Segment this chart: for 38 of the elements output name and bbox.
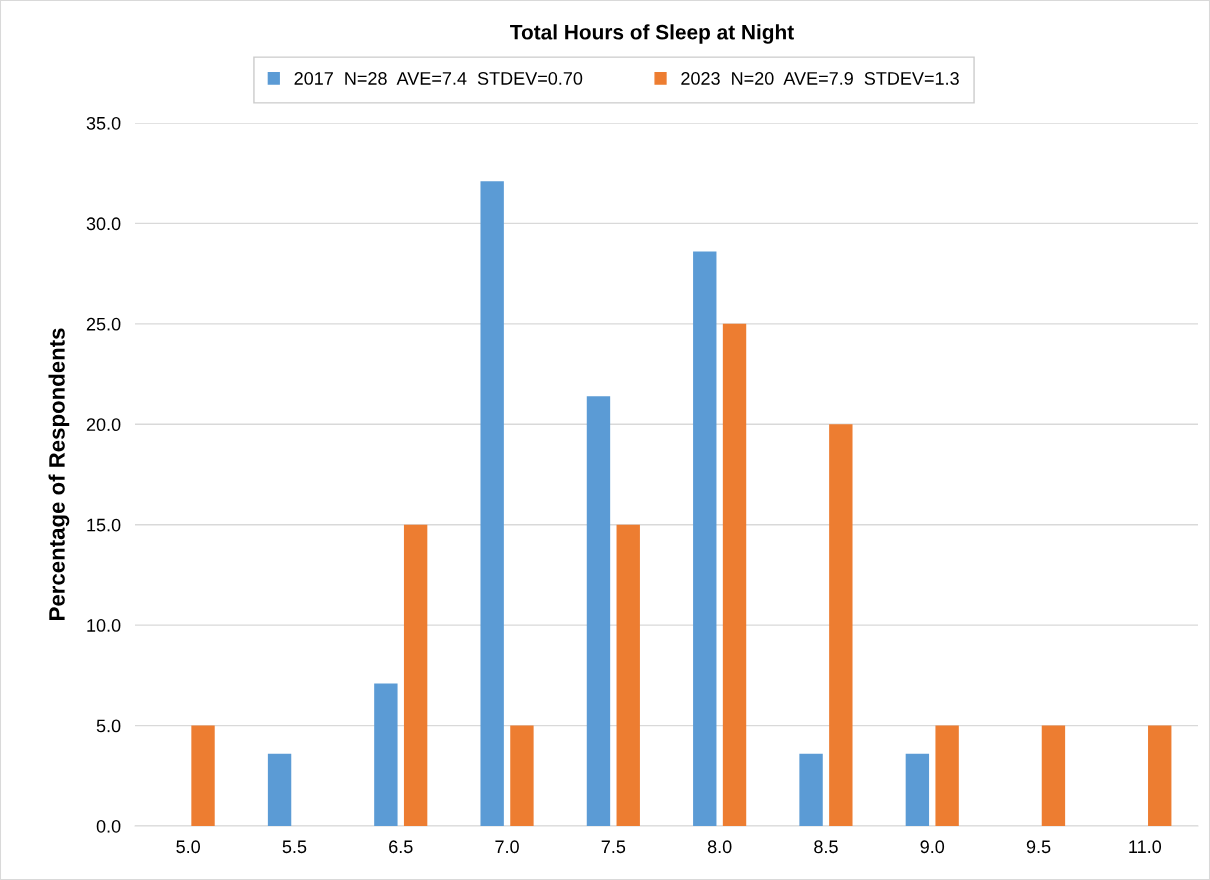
y-tick-label: 10.0	[87, 619, 121, 632]
bar	[480, 181, 504, 826]
y-tick-label: 20.0	[86, 418, 121, 432]
bar	[905, 753, 930, 826]
y-tick-label: 35.0	[86, 116, 121, 130]
bar	[829, 424, 853, 826]
y-tick-label: 25.0	[86, 317, 121, 331]
x-tick-label: 11.0	[1129, 840, 1162, 854]
bar	[510, 725, 534, 826]
x-tick-label: 5.0	[176, 840, 200, 854]
x-tick-label: 8.5	[814, 840, 838, 854]
x-tick-label: 7.0	[495, 840, 519, 854]
bar	[1148, 725, 1172, 826]
bar	[586, 396, 611, 826]
x-tick-label: 8.0	[707, 840, 732, 854]
y-axis-title: Percentage of Respondents	[48, 328, 70, 620]
bar	[1041, 725, 1066, 826]
y-tick-label: 5.0	[96, 719, 121, 733]
x-tick-label: 5.5	[282, 840, 307, 854]
bar	[191, 725, 215, 826]
bar	[935, 725, 959, 826]
legend-label: 2017 N=28 AVE=7.4 STDEV=0.70	[294, 72, 583, 85]
y-tick-label: 15.0	[87, 518, 121, 532]
bar	[722, 323, 747, 826]
x-tick-label: 7.5	[601, 840, 626, 854]
x-tick-label: 9.0	[920, 840, 945, 854]
bar	[693, 251, 717, 826]
x-tick-label: 6.5	[389, 840, 413, 854]
x-tick-label: 9.5	[1026, 840, 1051, 854]
bar	[616, 524, 640, 826]
legend-label: 2023 N=20 AVE=7.9 STDEV=1.3	[681, 72, 959, 85]
bar	[403, 524, 428, 826]
y-tick-label: 0.0	[96, 819, 121, 833]
y-tick-label: 30.0	[86, 217, 121, 231]
bar	[374, 683, 398, 826]
bar	[267, 753, 292, 826]
chart-title: Total Hours of Sleep at Night	[510, 24, 794, 44]
bar	[799, 753, 823, 826]
